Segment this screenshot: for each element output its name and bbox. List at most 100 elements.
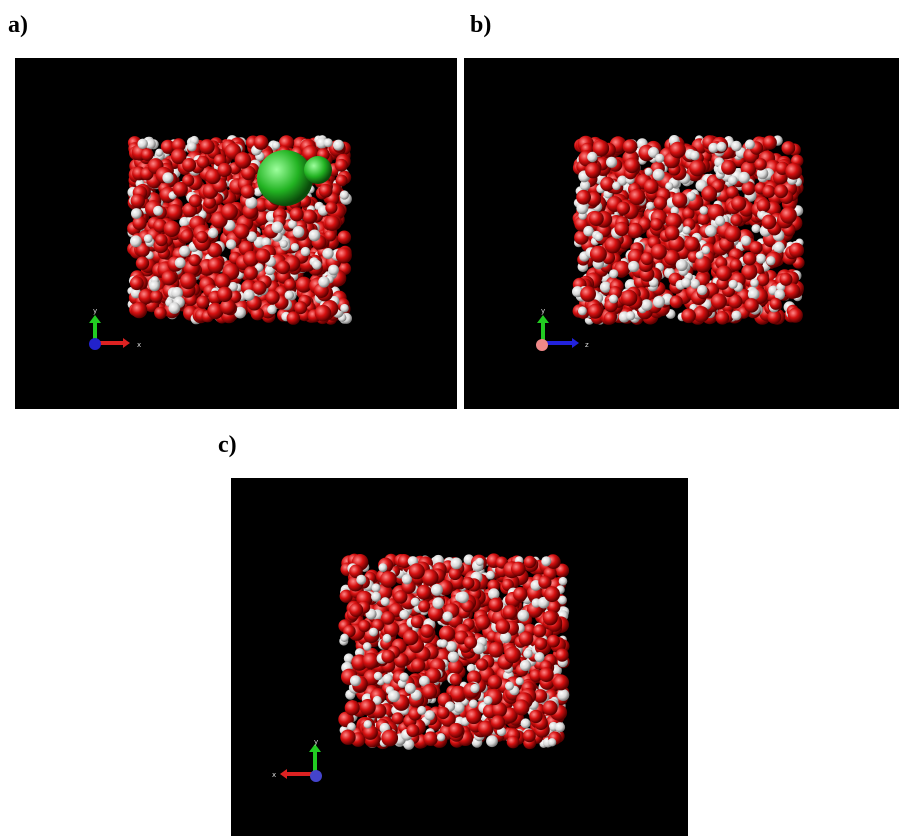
atom [488, 675, 502, 689]
atom [417, 585, 432, 600]
atom [363, 653, 380, 670]
atom [381, 597, 390, 606]
atom [244, 266, 258, 280]
atom [380, 571, 397, 588]
atom [557, 689, 569, 701]
atom [196, 296, 209, 309]
atom [689, 160, 706, 177]
atom [328, 265, 339, 276]
atom [266, 290, 280, 304]
atom [325, 202, 337, 214]
atom [555, 722, 565, 732]
axis-label: z [585, 341, 589, 349]
atom [374, 672, 383, 681]
atom [742, 181, 756, 195]
atom [150, 290, 163, 303]
atom [448, 651, 459, 662]
molecule-box [338, 553, 569, 750]
atom [291, 243, 299, 251]
atom [488, 642, 504, 658]
atom [541, 556, 551, 566]
atom [226, 239, 236, 249]
atom [521, 718, 531, 728]
atom [200, 139, 215, 154]
atom [469, 699, 478, 708]
solute-sphere [304, 156, 332, 184]
atom [655, 154, 664, 163]
atom [507, 736, 520, 749]
render-panel: y x [15, 58, 457, 409]
atom [162, 172, 173, 183]
atom [423, 731, 438, 746]
atom [149, 281, 160, 292]
atom [476, 658, 488, 670]
atom [399, 673, 408, 682]
atom [576, 190, 591, 205]
atom [371, 592, 381, 602]
atom [651, 244, 667, 260]
atom [466, 709, 481, 724]
atom [381, 650, 395, 664]
render-panel: y z [464, 58, 899, 409]
atom [580, 286, 596, 302]
atom [417, 706, 426, 715]
atom [696, 251, 704, 259]
atom [457, 591, 469, 603]
axis-label: x [272, 771, 276, 779]
atom [505, 682, 514, 691]
atom [780, 273, 793, 286]
atom [325, 216, 340, 231]
atom [624, 158, 640, 174]
atom [589, 211, 604, 226]
atom [653, 296, 665, 308]
atom [645, 168, 653, 176]
atom [511, 562, 526, 577]
atom [406, 724, 419, 737]
atom [420, 624, 434, 638]
atom [621, 290, 637, 306]
atom [411, 658, 425, 672]
atom [716, 311, 730, 325]
atom [167, 204, 183, 220]
atom [519, 631, 534, 646]
atom [520, 660, 531, 671]
atom [221, 203, 238, 220]
atom [516, 677, 524, 685]
atom [730, 259, 742, 271]
atom [609, 295, 618, 304]
atom [609, 269, 618, 278]
axis-label: y [93, 307, 97, 315]
atom [130, 235, 142, 247]
atom [369, 628, 378, 637]
atom [672, 192, 687, 207]
atom [464, 636, 477, 649]
atom [491, 715, 505, 729]
atom [587, 152, 597, 162]
axis-label: x [137, 341, 141, 349]
atom [654, 196, 667, 209]
atom [543, 700, 558, 715]
atom [585, 163, 601, 179]
atom [372, 583, 381, 592]
atom [728, 176, 738, 186]
atom [774, 184, 788, 198]
atom [131, 194, 145, 208]
atom [179, 246, 190, 257]
atom [358, 620, 370, 632]
atom [189, 194, 202, 207]
atom [155, 149, 163, 157]
atom [442, 611, 452, 621]
atom [724, 225, 741, 242]
atom [715, 216, 725, 226]
atom [454, 702, 465, 713]
atom [144, 234, 153, 243]
atom [504, 647, 521, 664]
atom [731, 311, 741, 321]
atom [716, 266, 732, 282]
atom [750, 279, 759, 288]
atom [544, 586, 560, 602]
atom [154, 307, 167, 320]
atom [590, 246, 607, 263]
atom [437, 733, 445, 741]
atom [628, 261, 639, 272]
